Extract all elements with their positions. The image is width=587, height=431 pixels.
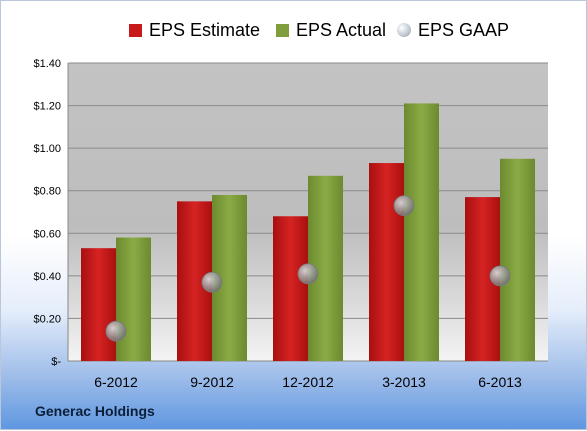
legend-swatch-eps-gaap	[397, 23, 411, 37]
bar-eps-actual	[116, 237, 151, 361]
company-caption: Generac Holdings	[35, 403, 155, 419]
legend-item-eps-actual: EPS Actual	[276, 17, 386, 43]
marker-eps-gaap	[297, 263, 319, 285]
x-tick-label: 12-2012	[282, 374, 334, 390]
x-tick-label: 3-2013	[382, 374, 426, 390]
y-tick-label: $1.20	[33, 101, 61, 113]
bar-eps-actual	[404, 103, 439, 361]
y-tick-label: $-	[51, 356, 61, 368]
marker-eps-gaap	[393, 195, 415, 217]
x-tick-label: 9-2012	[190, 374, 234, 390]
y-tick-label: $0.40	[33, 271, 61, 283]
y-tick-label: $1.40	[33, 58, 61, 70]
y-tick-label: $0.80	[33, 186, 61, 198]
legend-item-eps-gaap: EPS GAAP	[397, 17, 509, 43]
y-tick-label: $0.20	[33, 313, 61, 325]
bar-eps-estimate	[369, 163, 404, 361]
marker-eps-gaap	[489, 265, 511, 287]
x-tick-label: 6-2012	[94, 374, 138, 390]
bar-eps-estimate	[81, 248, 116, 361]
x-tick-label: 6-2013	[478, 374, 522, 390]
y-tick-label: $1.00	[33, 143, 61, 155]
legend-label-eps-actual: EPS Actual	[296, 19, 387, 40]
legend: EPS Estimate EPS Actual EPS GAAP	[1, 17, 587, 43]
bar-eps-actual	[500, 158, 535, 361]
legend-label-eps-gaap: EPS GAAP	[418, 19, 510, 40]
marker-eps-gaap	[105, 320, 127, 342]
y-tick-label: $0.60	[33, 228, 61, 240]
bar-eps-estimate	[273, 216, 308, 361]
marker-eps-gaap	[201, 271, 223, 293]
legend-swatch-eps-estimate	[129, 23, 142, 37]
legend-item-eps-estimate: EPS Estimate	[129, 17, 260, 43]
legend-swatch-eps-actual	[276, 23, 289, 37]
legend-label-eps-estimate: EPS Estimate	[149, 19, 261, 40]
